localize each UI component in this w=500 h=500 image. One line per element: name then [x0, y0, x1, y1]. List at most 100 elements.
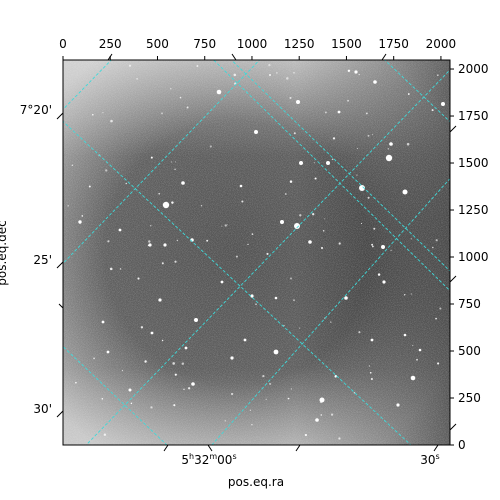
faint-star-41: [358, 331, 361, 334]
star-29: [382, 280, 386, 284]
world-tick-11: [107, 53, 113, 61]
faint-star-28: [221, 225, 223, 227]
faint-star-9: [435, 239, 438, 242]
faint-star-25: [283, 325, 285, 327]
faint-star-13: [331, 158, 334, 161]
world-tick-5: [449, 275, 457, 283]
world-tick-12: [231, 53, 237, 61]
faint-star-57: [320, 401, 322, 404]
star-11: [381, 245, 385, 249]
world-tick-0: [56, 112, 64, 120]
world-tick-3: [58, 303, 64, 309]
stars: [67, 63, 445, 440]
faint-star-17: [371, 243, 374, 246]
star-37: [315, 418, 319, 422]
faint-star-70: [373, 227, 376, 230]
faint-star-128: [93, 357, 95, 360]
right-tick-label-0: 0: [458, 438, 466, 452]
faint-star-73: [368, 365, 371, 367]
faint-star-68: [136, 78, 138, 80]
faint-star-136: [404, 294, 406, 296]
faint-star-22: [312, 213, 315, 216]
right-tick-label-4: 1000: [458, 250, 489, 264]
faint-star-20: [251, 424, 253, 426]
star-34: [191, 382, 195, 386]
world-tick-1: [56, 261, 64, 269]
star-7: [294, 223, 300, 229]
faint-star-40: [102, 112, 104, 114]
star-25: [78, 220, 82, 224]
world-tick-6: [449, 423, 457, 431]
faint-star-127: [287, 397, 290, 400]
star-36: [337, 110, 341, 114]
star-1: [254, 130, 258, 134]
faint-star-60: [174, 373, 177, 376]
faint-star-91: [171, 161, 173, 163]
faint-star-4: [144, 360, 147, 363]
sky-image: [63, 60, 450, 445]
faint-star-93: [249, 409, 251, 411]
star-0: [296, 100, 300, 104]
faint-star-117: [330, 413, 334, 416]
faint-star-109: [377, 273, 381, 276]
faint-star-90: [289, 277, 293, 280]
faint-star-27: [183, 388, 185, 390]
star-46: [418, 348, 422, 352]
right-tick-label-8: 2000: [458, 62, 489, 76]
faint-star-77: [174, 161, 177, 163]
faint-star-106: [119, 268, 122, 270]
faint-star-123: [206, 239, 209, 242]
faint-star-53: [81, 215, 84, 217]
faint-star-47: [330, 321, 332, 323]
star-8: [280, 220, 284, 224]
faint-star-100: [372, 134, 374, 136]
star-35: [230, 356, 234, 360]
faint-star-71: [186, 106, 189, 109]
faint-star-31: [161, 262, 164, 265]
faint-star-58: [293, 299, 295, 302]
faint-star-10: [230, 392, 234, 396]
faint-star-89: [313, 162, 315, 164]
faint-star-133: [370, 377, 373, 381]
faint-star-33: [324, 111, 327, 114]
faint-star-67: [88, 185, 91, 188]
faint-star-110: [431, 109, 434, 112]
grid-line-4: [211, 177, 450, 445]
star-17: [326, 161, 330, 165]
faint-star-35: [200, 205, 203, 207]
star-41: [106, 350, 110, 354]
star-19: [354, 70, 358, 74]
star-42: [150, 331, 154, 335]
faint-star-64: [332, 137, 336, 140]
star-5: [402, 189, 408, 195]
top-tick-label-3: 750: [193, 37, 216, 51]
faint-star-6: [171, 201, 174, 204]
faint-star-79: [103, 433, 107, 436]
faint-star-95: [140, 326, 144, 329]
top-tick-label-0: 0: [59, 37, 67, 51]
faint-star-80: [437, 362, 440, 365]
faint-star-114: [406, 142, 410, 146]
star-28: [344, 296, 348, 300]
faint-star-86: [304, 433, 308, 437]
faint-star-15: [160, 112, 164, 115]
star-45: [403, 333, 407, 337]
faint-star-14: [224, 419, 227, 422]
star-47: [239, 184, 243, 188]
faint-star-139: [356, 174, 358, 176]
star-14: [319, 397, 325, 403]
faint-star-63: [187, 387, 191, 390]
top-tick-label-6: 1500: [331, 37, 362, 51]
faint-star-83: [410, 238, 412, 240]
faint-star-124: [268, 63, 271, 67]
right-tick-label-5: 1250: [458, 203, 489, 217]
star-24: [163, 243, 167, 247]
star-6: [162, 201, 170, 209]
faint-star-138: [347, 69, 351, 73]
faint-star-119: [233, 73, 237, 77]
star-18: [373, 80, 377, 84]
faint-star-52: [299, 214, 302, 217]
faint-star-107: [372, 245, 374, 248]
faint-star-19: [235, 255, 238, 258]
grid-line-7: [230, 60, 450, 272]
